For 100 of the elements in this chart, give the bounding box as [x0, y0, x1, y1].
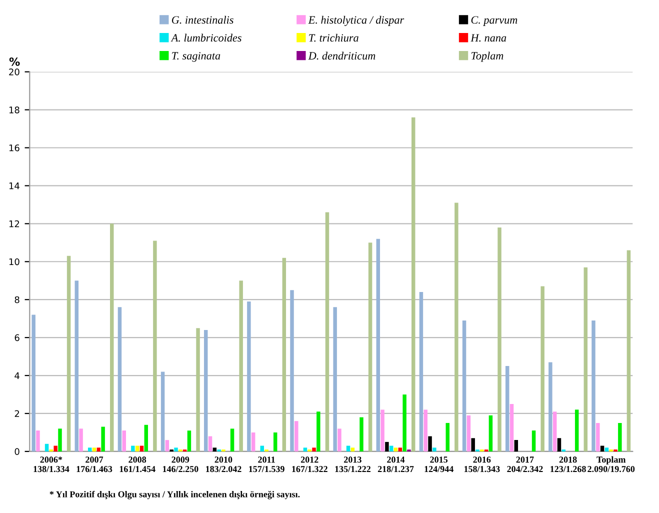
bar — [411, 117, 416, 452]
x-tick-label: 2018 123/1.268 — [550, 456, 586, 472]
bar — [110, 224, 114, 452]
x-tick-label: 2017 204/2.342 — [507, 456, 543, 472]
y-tick-label: 0 — [14, 448, 20, 455]
bar — [44, 444, 49, 452]
bar — [66, 256, 71, 452]
y-axis-title: % — [9, 57, 20, 66]
bar — [574, 410, 579, 452]
bar — [376, 238, 380, 452]
bar — [303, 448, 308, 452]
bar — [58, 428, 62, 452]
y-tick-label: 10 — [9, 258, 20, 266]
x-tick-label: 2006* 138/1.334 — [34, 456, 70, 472]
legend-label: E. histolytica / dispar — [308, 16, 404, 26]
bar — [160, 372, 165, 452]
bar — [316, 412, 320, 452]
bar — [338, 428, 342, 452]
bar — [212, 448, 217, 452]
bar — [385, 442, 389, 452]
bar — [604, 448, 609, 452]
bar — [54, 446, 58, 452]
bar — [532, 430, 536, 452]
bar — [144, 424, 148, 452]
bar — [368, 242, 372, 452]
bar — [389, 446, 394, 452]
bar — [398, 448, 402, 452]
bar — [454, 202, 458, 452]
bar — [174, 448, 178, 452]
bar — [350, 448, 355, 452]
bar — [88, 448, 92, 452]
y-tick-label: 14 — [9, 182, 20, 190]
x-tick-label: 2010 183/2.042 — [206, 456, 242, 472]
bar — [140, 446, 144, 452]
y-tick-label: 12 — [9, 220, 20, 228]
bar — [196, 328, 200, 452]
bar — [498, 227, 502, 452]
legend-label: H. nana — [470, 34, 506, 42]
bar — [380, 410, 384, 452]
legend-label: T. trichiura — [309, 34, 358, 42]
bar — [592, 320, 596, 452]
bar — [584, 267, 588, 452]
bar — [208, 436, 212, 452]
y-tick-label: 18 — [9, 106, 20, 114]
bar — [402, 394, 406, 452]
bar — [488, 415, 493, 452]
bar — [600, 446, 604, 452]
bar — [101, 426, 105, 452]
bar — [557, 438, 562, 452]
bar — [36, 430, 40, 452]
bar — [419, 292, 424, 452]
bar — [325, 212, 330, 452]
bar — [32, 314, 36, 452]
x-tick-label: 2012 167/1.322 — [292, 456, 328, 472]
bar — [618, 422, 622, 452]
bar — [360, 417, 364, 452]
x-tick-label: 2008 161/1.454 — [120, 456, 156, 472]
bar — [251, 432, 256, 452]
bar — [282, 258, 286, 452]
y-tick-label: 8 — [14, 296, 20, 304]
x-tick-label: 2013 135/1.222 — [335, 456, 370, 472]
y-tick-label: 6 — [14, 334, 20, 342]
x-tick-label: 2009 146/2.250 — [162, 456, 198, 472]
legend-label: A. lumbricoides — [170, 34, 242, 42]
bar — [204, 330, 208, 452]
bar — [514, 440, 518, 452]
bar — [510, 404, 514, 452]
text: * Yıl Pozitif dışkı Olgu sayısı / Yıllık incelenen dışkı örneği sayısı. — [50, 490, 300, 500]
bar — [424, 410, 428, 452]
x-tick-label: 2007 176/1.463 — [76, 456, 112, 472]
bar — [260, 446, 264, 452]
bar — [428, 436, 432, 452]
bar — [462, 320, 466, 452]
bar — [466, 415, 471, 452]
bar — [446, 422, 450, 452]
bar — [505, 366, 510, 452]
bar — [92, 448, 96, 452]
bar — [552, 412, 557, 452]
x-tick-label: 2015 124/944 — [424, 456, 454, 472]
bar — [187, 430, 192, 452]
x-tick-label: 2016 158/1.343 — [464, 456, 500, 472]
bar — [122, 430, 126, 452]
bar — [153, 240, 157, 452]
bar — [394, 448, 398, 452]
bar — [432, 448, 436, 452]
x-tick-label: 2011 157/1.539 — [249, 456, 284, 472]
x-tick-label: Toplam 2.090/19.760 — [588, 456, 635, 472]
bar — [290, 290, 294, 452]
bar — [118, 307, 122, 452]
bar — [312, 448, 316, 452]
y-tick-label: 2 — [14, 410, 20, 417]
bar — [239, 280, 243, 452]
y-tick-label: 20 — [9, 68, 20, 76]
bar — [131, 446, 135, 452]
bar — [79, 428, 83, 452]
legend-label: T. saginata — [172, 52, 220, 62]
legend-label: Toplam — [471, 52, 504, 62]
bar — [230, 428, 234, 452]
bar — [548, 362, 552, 452]
legend-label: D. dendriticum — [308, 52, 376, 60]
